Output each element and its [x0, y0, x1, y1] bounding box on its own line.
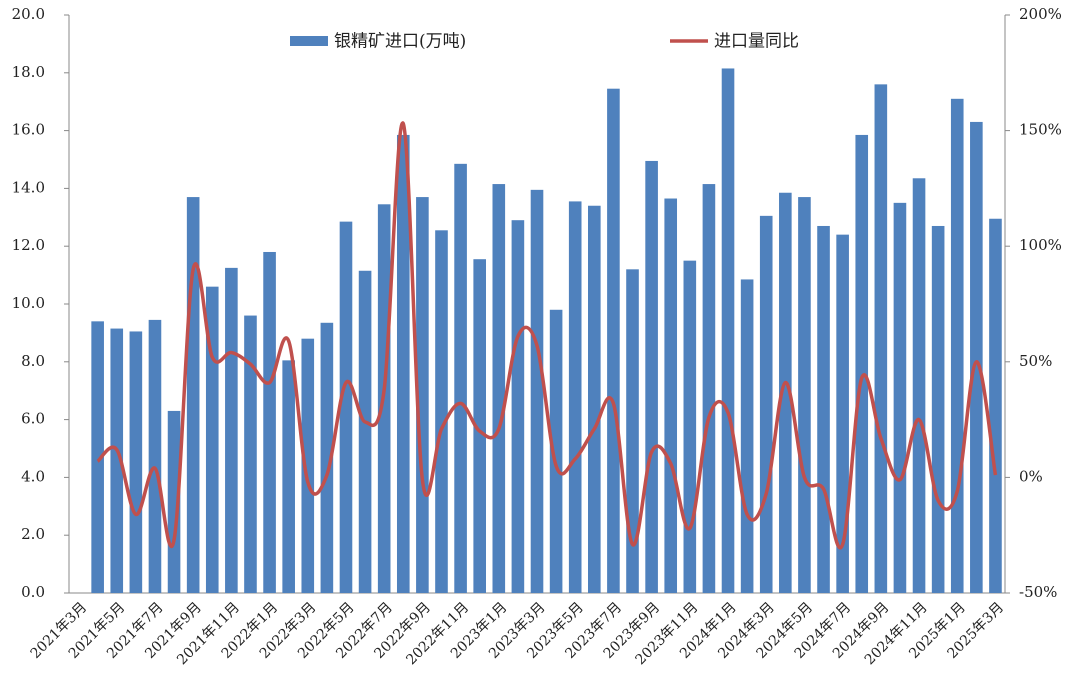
- bar: [970, 121, 983, 594]
- bar: [244, 315, 257, 593]
- bar: [511, 220, 525, 593]
- bar: [874, 84, 888, 594]
- bar: [817, 225, 830, 593]
- legend-label: 进口量同比: [714, 32, 799, 52]
- bar: [454, 163, 467, 593]
- bar: [549, 309, 563, 593]
- y2-tick-label: 50%: [1019, 352, 1052, 370]
- bar: [282, 360, 295, 593]
- y-tick-label: 6.0: [21, 410, 45, 428]
- bar: [607, 88, 620, 593]
- bar: [836, 234, 849, 593]
- y-tick-label: 2.0: [21, 525, 45, 543]
- bar: [931, 225, 945, 593]
- bar: [320, 322, 334, 593]
- y-tick-label: 20.0: [12, 5, 45, 23]
- bar: [740, 279, 754, 593]
- bar: [396, 134, 410, 593]
- bar: [435, 230, 448, 593]
- legend-swatch: [290, 36, 328, 46]
- bar: [339, 221, 353, 593]
- bar: [989, 218, 1002, 593]
- y2-tick-label: 150%: [1019, 121, 1062, 139]
- y-tick-label: 0.0: [21, 583, 45, 601]
- bar: [110, 328, 124, 593]
- bar: [779, 192, 792, 594]
- bar: [91, 321, 104, 593]
- bar: [225, 267, 238, 593]
- bar: [588, 205, 601, 594]
- bar: [148, 319, 162, 593]
- bar: [683, 260, 697, 593]
- y2-tick-label: -50%: [1019, 583, 1057, 601]
- bar: [626, 269, 639, 593]
- bar: [855, 134, 869, 593]
- y-tick-label: 4.0: [21, 467, 45, 485]
- bar: [186, 197, 200, 593]
- legend-label: 银精矿进口(万吨): [334, 32, 466, 52]
- y-tick-label: 10.0: [12, 294, 45, 312]
- bar: [645, 160, 658, 593]
- y2-tick-label: 100%: [1019, 236, 1062, 254]
- bar: [664, 198, 678, 593]
- bar: [950, 98, 964, 593]
- bar: [129, 331, 143, 593]
- y-tick-label: 16.0: [12, 121, 45, 139]
- y2-tick-label: 0%: [1019, 467, 1043, 485]
- bar: [702, 184, 716, 593]
- bar: [798, 197, 811, 593]
- bar: [473, 259, 486, 593]
- bar: [721, 68, 735, 594]
- bar: [893, 202, 907, 593]
- bar: [492, 184, 506, 593]
- bar: [759, 215, 773, 594]
- bar: [263, 251, 276, 594]
- y-tick-label: 18.0: [12, 63, 45, 81]
- y-tick-label: 8.0: [21, 352, 45, 370]
- bar: [530, 189, 544, 593]
- y2-tick-label: 200%: [1019, 5, 1062, 23]
- y-tick-label: 14.0: [12, 178, 45, 196]
- line: [96, 121, 998, 550]
- bar: [301, 338, 315, 593]
- y-tick-label: 12.0: [12, 236, 45, 254]
- bar: [358, 270, 372, 593]
- bar: [568, 201, 582, 593]
- bar: [912, 178, 926, 593]
